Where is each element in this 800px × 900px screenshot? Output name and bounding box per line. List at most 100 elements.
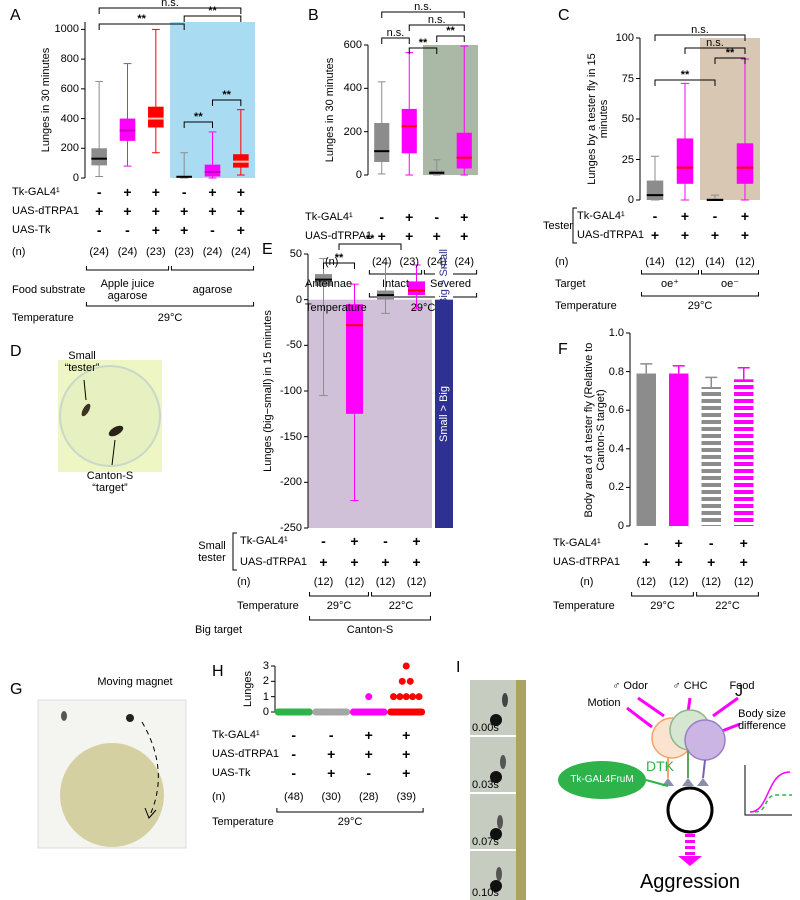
arena [60,743,164,847]
genotype-label: Tk-GAL4¹ [577,210,625,222]
factor-value: agarose [192,284,233,296]
significance-label: ** [446,25,455,37]
panel-label: J [735,683,743,700]
frames [470,680,526,900]
n-value: (23) [174,246,194,258]
factor-label: Temperature [12,312,74,324]
fly [108,425,124,437]
y-axis-label: Lunges (big−small) in 15 minutes [262,310,274,472]
n-value: (24) [117,246,138,258]
genotype-value: + [412,533,421,549]
bar [701,387,721,526]
factor-bracket [631,592,694,597]
n-value: (24) [371,256,392,268]
significance-bracket [381,37,410,44]
significance-bracket [408,47,438,54]
n-label: (n) [555,256,569,268]
significance-label: n.s. [427,14,446,26]
panel-label: H [212,663,224,680]
panel-label: A [10,7,21,24]
genotype-group: Tester [543,219,573,232]
y-tick-label: 0.4 [608,442,624,455]
path-arrow [141,721,159,816]
genotype-value: - [328,727,334,743]
dot [396,693,404,701]
factor-value: oe⁺ [660,278,680,290]
input-label: Body size difference [737,708,787,732]
synapse [662,778,709,786]
factor-bracket [170,266,255,271]
genotype-value: - [383,533,388,549]
n-value: (12) [344,576,365,588]
n-label: (n) [580,576,594,588]
y-tick-label: 0 [355,169,362,181]
n-value: (24) [89,246,109,258]
n-value: (24) [231,246,251,258]
magnet [490,771,502,783]
genotype-value: - [291,765,297,781]
genotype-value: + [674,554,683,570]
genotype-value: - [321,533,326,549]
y-tick-label: -100 [279,385,302,397]
genotype-value: + [402,765,411,781]
genotype-value: - [181,184,187,200]
factor-value: Severed [430,278,471,290]
y-axis-label: Lunges in 30 minutes [40,47,52,153]
genotype-value: + [402,746,411,762]
genotype-value: + [405,209,414,225]
y-tick-label: 600 [343,39,362,51]
factor-label: Food substrate [12,284,86,296]
genotype-value: + [350,554,359,570]
genotype-value: + [381,554,390,570]
dot [398,677,406,685]
n-value: (12) [375,576,396,588]
genotype-value: - [379,209,385,225]
dot [343,708,351,716]
genotype-value: + [460,209,469,225]
input-arrow [637,696,665,718]
factor-value: 29°C [337,816,363,828]
significance-label: ** [194,111,203,123]
factor-bracket [371,592,431,597]
y-tick-label: 1.0 [608,327,624,339]
n-label: (n) [212,791,226,803]
genotype-value: + [208,184,217,200]
genotype-label: Tk-GAL4¹ [553,537,601,549]
factor-value: Canton-S [346,624,394,636]
arrow [83,379,87,401]
significance-bracket [98,7,242,14]
side-band [435,299,453,528]
factor-label: Antennae [305,278,353,290]
y-tick-label: 75 [621,72,634,85]
significance-bracket [381,11,465,18]
n-value: (24) [202,246,223,258]
factor-bracket [368,293,478,298]
n-value: (12) [406,576,427,588]
y-tick-label: 3 [262,660,269,672]
fly [497,815,503,829]
genotype-value: + [319,554,328,570]
genotype-value: + [151,184,160,200]
input-label: Motion [587,697,621,709]
genotype-label: Tk-GAL4¹ [12,186,60,198]
genotype-value: - [712,208,718,224]
n-value: (39) [396,791,417,803]
y-tick-label: 100 [615,32,634,44]
box [401,108,417,154]
panel-label: I [456,659,461,676]
genotype-value: + [674,535,683,551]
y-tick-label: -50 [286,339,302,352]
fly [502,693,508,707]
annotation: Moving magnet [97,676,173,688]
factor-value: 29°C [326,600,352,612]
genotype-bracket [572,207,577,244]
n-value: (30) [321,791,342,803]
n-value: (12) [313,576,334,588]
significance-label: ** [137,13,146,25]
significance-bracket [684,47,746,54]
graph-curve [749,771,791,813]
dot [402,693,410,701]
genotype-value: + [680,208,690,224]
genotype-value: - [708,535,714,551]
genotype-value: + [208,203,217,219]
